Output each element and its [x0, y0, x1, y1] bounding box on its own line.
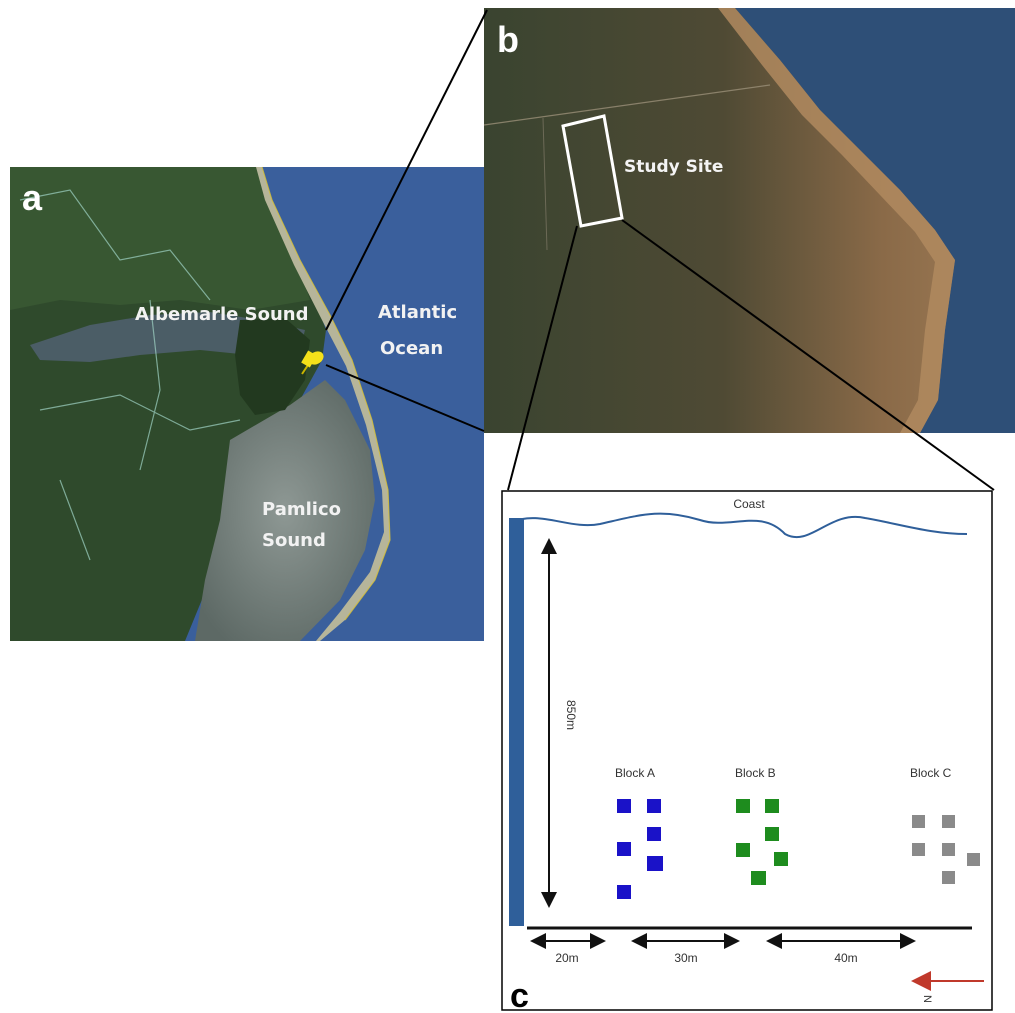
- plot-marker: [736, 843, 750, 857]
- distance-label: 850m: [564, 700, 578, 730]
- track: [542, 117, 548, 251]
- road-bar: [509, 518, 524, 926]
- barrier-islands: [256, 167, 390, 641]
- pamlico-label-line1: Pamlico: [262, 499, 341, 520]
- block-b-label: Block B: [735, 766, 776, 780]
- panel-a-letter: a: [22, 177, 43, 218]
- plot-marker: [647, 799, 661, 813]
- county-lines: [19, 189, 241, 561]
- plot-marker: [647, 827, 661, 841]
- plot-marker: [774, 852, 788, 866]
- block-a-label: Block A: [615, 766, 655, 780]
- plot-marker: [942, 871, 955, 884]
- study-site-label: Study Site: [624, 157, 723, 177]
- block-a-plots: [617, 799, 663, 899]
- block-c-label: Block C: [910, 766, 952, 780]
- plot-marker: [942, 815, 955, 828]
- spacing-label-40m: 40m: [834, 951, 857, 965]
- panel-b-letter: b: [497, 19, 519, 60]
- push-pin-icon: [301, 350, 324, 375]
- diagram-frame: [501, 490, 993, 1011]
- panel-c-letter: c: [510, 977, 529, 1013]
- ocean-label-line2: Ocean: [380, 338, 443, 359]
- plot-marker: [617, 799, 631, 813]
- spacing-label-20m: 20m: [555, 951, 578, 965]
- spacing-label-30m: 30m: [674, 951, 697, 965]
- atlantic-label-line1: Atlantic: [378, 302, 457, 323]
- plot-marker: [617, 885, 631, 899]
- plot-marker: [647, 856, 663, 871]
- peninsula: [235, 318, 310, 415]
- study-site-outline: [561, 114, 624, 228]
- plot-marker: [967, 853, 980, 866]
- plot-marker: [751, 871, 766, 885]
- shoreline: [261, 166, 391, 621]
- plot-marker: [617, 842, 631, 856]
- panel-c-diagram: Coast 850m Block A Block B Block C: [501, 490, 993, 1013]
- plot-marker: [765, 827, 779, 841]
- north-label: N: [921, 995, 933, 1003]
- block-c-plots: [912, 815, 980, 884]
- plot-marker: [912, 843, 925, 856]
- albemarle-sound-label: Albemarle Sound: [135, 304, 308, 325]
- panel-a-map: a Albemarle Sound Atlantic Ocean Pamlico…: [10, 166, 484, 641]
- track: [483, 84, 771, 126]
- sound-water: [735, 8, 1015, 433]
- panel-b-aerial: Study Site b: [483, 8, 1015, 433]
- pamlico-water: [195, 380, 375, 641]
- northern-land: [10, 167, 310, 310]
- zoom-connectors: [325, 9, 995, 491]
- coast-line: [511, 512, 968, 539]
- plot-marker: [736, 799, 750, 813]
- sound-label-line2: Sound: [262, 530, 326, 551]
- block-b-plots: [736, 799, 788, 885]
- shore-band: [718, 8, 955, 433]
- plot-marker: [942, 843, 955, 856]
- plot-marker: [912, 815, 925, 828]
- plot-marker: [765, 799, 779, 813]
- coast-label: Coast: [733, 497, 765, 511]
